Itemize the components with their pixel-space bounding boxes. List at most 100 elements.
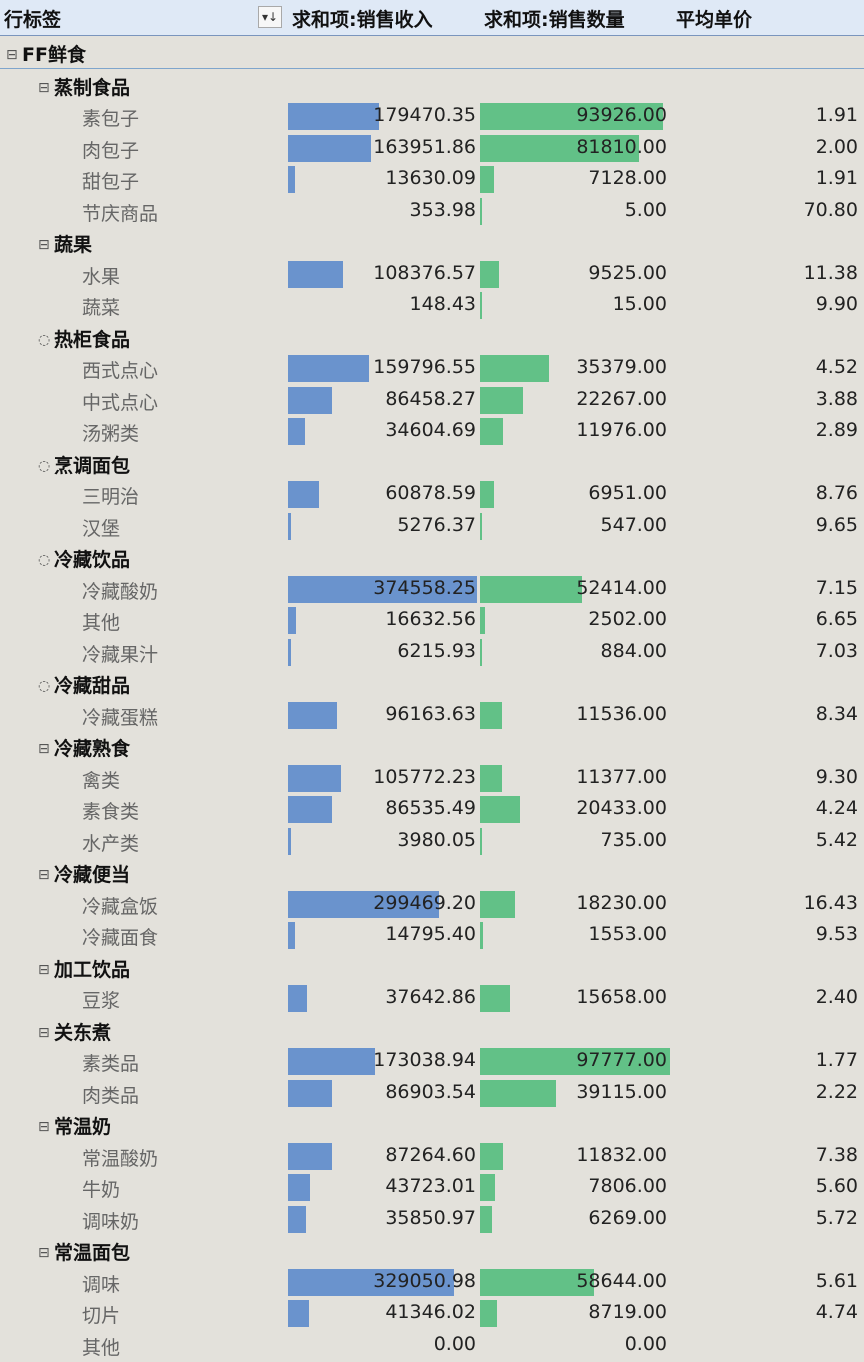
revenue-value[interactable]: 163951.86 [373,135,476,158]
item-row[interactable]: 冷藏蛋糕 96163.63 11536.00 8.34 [0,700,864,732]
revenue-value[interactable]: 105772.23 [373,765,476,788]
quantity-value[interactable]: 35379.00 [576,356,667,378]
quantity-value[interactable]: 52414.00 [576,576,667,599]
item-row[interactable]: 素食类 86535.49 20433.00 4.24 [0,794,864,826]
item-row[interactable]: 素包子 179470.35 93926.00 1.91 [0,101,864,133]
collapse-icon[interactable]: ⊟ [38,1024,50,1041]
quantity-value[interactable]: 547.00 [600,513,667,536]
sort-filter-icon[interactable]: ▾↓ [258,6,282,28]
avg-price-value[interactable]: 16.43 [803,891,858,914]
collapse-icon[interactable]: ⊟ [6,47,18,63]
group-label[interactable]: ◌ 冷藏甜品 [38,671,130,698]
group-label[interactable]: ◌ 冷藏饮品 [38,545,130,572]
quantity-column-header[interactable]: 求和项:销售数量 [484,9,625,31]
avg-price-value[interactable]: 9.65 [815,513,858,536]
revenue-value[interactable]: 3980.05 [397,828,476,851]
group-label[interactable]: ⊟ 蒸制食品 [38,73,130,100]
revenue-value[interactable]: 108376.57 [373,261,476,284]
item-row[interactable]: 冷藏面食 14795.40 1553.00 9.53 [0,920,864,952]
group-row[interactable]: ⊟ 加工饮品 [0,952,864,984]
revenue-value[interactable]: 148.43 [409,293,476,315]
revenue-value[interactable]: 86535.49 [385,797,476,819]
item-row[interactable]: 切片 41346.02 8719.00 4.74 [0,1298,864,1330]
quantity-value[interactable]: 2502.00 [588,608,667,630]
item-row[interactable]: 汤粥类 34604.69 11976.00 2.89 [0,416,864,448]
collapse-icon[interactable]: ⊟ [38,867,50,883]
revenue-value[interactable]: 37642.86 [385,986,476,1008]
avg-price-column-header[interactable]: 平均单价 [676,9,753,31]
revenue-value[interactable]: 179470.35 [373,104,476,126]
item-row[interactable]: 水产类 3980.05 735.00 5.42 [0,826,864,858]
item-row[interactable]: 汉堡 5276.37 547.00 9.65 [0,511,864,543]
avg-price-value[interactable]: 1.91 [815,104,858,126]
quantity-value[interactable]: 81810.00 [576,135,667,158]
revenue-value[interactable]: 0.00 [433,1332,476,1355]
avg-price-value[interactable]: 70.80 [803,198,858,221]
revenue-value[interactable]: 173038.94 [373,1049,476,1071]
group-row[interactable]: ⊟ 冷藏便当 [0,857,864,889]
group-label[interactable]: ⊟ 加工饮品 [38,955,130,982]
group-row[interactable]: ◌ 热柜食品 [0,322,864,354]
top-group-row[interactable]: ⊟ FF鲜食 [0,37,864,69]
avg-price-value[interactable]: 11.38 [803,261,858,284]
group-row[interactable]: ⊟ 蔬果 [0,227,864,259]
collapse-icon[interactable]: ⊟ [38,961,50,978]
expand-icon[interactable]: ◌ [38,678,51,694]
item-row[interactable]: 其他 0.00 0.00 [0,1330,864,1362]
group-row[interactable]: ⊟ 常温奶 [0,1109,864,1141]
group-row[interactable]: ◌ 冷藏饮品 [0,542,864,574]
expand-icon[interactable]: ◌ [38,552,51,568]
group-row[interactable]: ◌ 冷藏甜品 [0,668,864,700]
quantity-value[interactable]: 6269.00 [588,1206,667,1229]
avg-price-value[interactable]: 9.53 [815,923,858,945]
avg-price-value[interactable]: 3.88 [815,387,858,410]
avg-price-value[interactable]: 2.40 [815,986,858,1008]
group-label[interactable]: ⊟ 冷藏便当 [38,860,130,887]
group-label[interactable]: ⊟ 冷藏熟食 [38,734,130,761]
avg-price-value[interactable]: 4.24 [815,797,858,819]
quantity-value[interactable]: 9525.00 [588,261,667,284]
item-row[interactable]: 肉包子 163951.86 81810.00 2.00 [0,133,864,165]
avg-price-value[interactable]: 5.42 [815,828,858,851]
quantity-value[interactable]: 11536.00 [576,702,667,725]
revenue-value[interactable]: 43723.01 [385,1175,476,1197]
avg-price-value[interactable]: 2.00 [815,135,858,158]
top-group-label[interactable]: ⊟ FF鲜食 [6,40,86,67]
collapse-icon[interactable]: ⊟ [38,1245,50,1261]
item-row[interactable]: 冷藏酸奶 374558.25 52414.00 7.15 [0,574,864,606]
item-row[interactable]: 调味 329050.98 58644.00 5.61 [0,1267,864,1299]
avg-price-value[interactable]: 8.34 [815,702,858,725]
avg-price-value[interactable]: 7.15 [815,576,858,599]
revenue-column-header[interactable]: 求和项:销售收入 [292,9,433,31]
revenue-value[interactable]: 86903.54 [385,1080,476,1103]
quantity-value[interactable]: 93926.00 [576,104,667,126]
group-row[interactable]: ◌ 烹调面包 [0,448,864,480]
avg-price-value[interactable]: 1.77 [815,1049,858,1071]
quantity-value[interactable]: 7806.00 [588,1175,667,1197]
quantity-value[interactable]: 8719.00 [588,1301,667,1323]
quantity-value[interactable]: 15658.00 [576,986,667,1008]
row-label-header[interactable]: 行标签 [4,9,62,31]
avg-price-value[interactable]: 8.76 [815,482,858,504]
avg-price-value[interactable]: 5.72 [815,1206,858,1229]
quantity-value[interactable]: 18230.00 [576,891,667,914]
revenue-value[interactable]: 299469.20 [373,891,476,914]
quantity-value[interactable]: 0.00 [624,1332,667,1355]
revenue-value[interactable]: 87264.60 [385,1143,476,1166]
item-row[interactable]: 水果 108376.57 9525.00 11.38 [0,259,864,291]
expand-icon[interactable]: ◌ [38,331,51,348]
collapse-icon[interactable]: ⊟ [38,1119,50,1135]
item-row[interactable]: 牛奶 43723.01 7806.00 5.60 [0,1172,864,1204]
item-row[interactable]: 冷藏果汁 6215.93 884.00 7.03 [0,637,864,669]
item-row[interactable]: 禽类 105772.23 11377.00 9.30 [0,763,864,795]
group-label[interactable]: ◌ 烹调面包 [38,451,130,478]
revenue-value[interactable]: 353.98 [409,198,476,221]
avg-price-value[interactable]: 5.61 [815,1269,858,1292]
revenue-value[interactable]: 6215.93 [397,639,476,662]
quantity-value[interactable]: 1553.00 [588,923,667,945]
avg-price-value[interactable]: 7.38 [815,1143,858,1166]
revenue-value[interactable]: 329050.98 [373,1269,476,1292]
quantity-value[interactable]: 58644.00 [576,1269,667,1292]
group-row[interactable]: ⊟ 常温面包 [0,1235,864,1267]
item-row[interactable]: 冷藏盒饭 299469.20 18230.00 16.43 [0,889,864,921]
